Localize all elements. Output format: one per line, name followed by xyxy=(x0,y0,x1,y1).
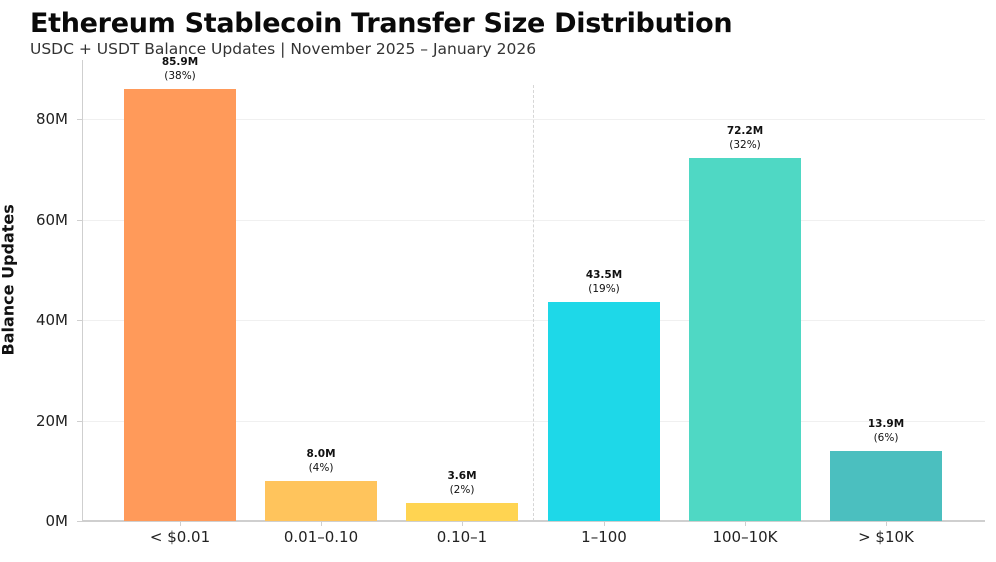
bar-percent: (32%) xyxy=(729,139,761,152)
x-tick-label: 1–100 xyxy=(581,528,627,546)
chart-subtitle: USDC + USDT Balance Updates | November 2… xyxy=(30,40,537,58)
x-tick-label: 0.01–0.10 xyxy=(283,528,359,546)
bar xyxy=(548,302,660,521)
x-tick-label: 100–10K xyxy=(712,528,778,546)
x-axis-line xyxy=(82,520,985,522)
bar-percent: (38%) xyxy=(164,70,196,83)
bar xyxy=(265,480,377,521)
x-tick-mark xyxy=(604,521,605,526)
chart-title: Ethereum Stablecoin Transfer Size Distri… xyxy=(30,8,733,39)
bar xyxy=(830,451,942,521)
bar-value-label: 85.9M (38%) xyxy=(110,55,250,83)
y-tick-label: 0M xyxy=(45,512,69,530)
bar-value: 13.9M xyxy=(867,418,905,431)
y-tick-label: 20M xyxy=(35,411,68,430)
bar-value-label: 43.5M (19%) xyxy=(534,268,674,296)
plot-area: 85.9M (38%) 8.0M (4%) 3.6M (2%) 43.5M (19%) 72.2… xyxy=(77,56,985,522)
y-tick-label: 80M xyxy=(35,110,68,128)
bar xyxy=(689,158,801,521)
x-tick-mark xyxy=(180,521,181,526)
bar xyxy=(124,89,236,521)
bar-percent: (4%) xyxy=(308,461,334,474)
x-tick-mark xyxy=(886,521,887,526)
bar-value-label: 8.0M (4%) xyxy=(251,447,391,475)
y-tick-mark xyxy=(77,320,82,321)
y-tick-mark xyxy=(77,219,82,221)
y-axis-label: Balance Updates xyxy=(0,204,18,356)
bar-value: 85.9M xyxy=(161,56,199,69)
x-tick-mark xyxy=(321,521,322,526)
bar-value-label: 72.2M (32%) xyxy=(675,124,815,152)
bar-value: 72.2M xyxy=(726,125,764,138)
bar-value-label: 3.6M (2%) xyxy=(392,469,532,497)
y-tick-mark xyxy=(77,521,82,522)
bar-percent: (2%) xyxy=(449,483,475,496)
x-tick-mark xyxy=(745,521,746,526)
x-tick-label: < $0.01 xyxy=(149,528,211,546)
bar-value: 3.6M xyxy=(447,469,477,482)
y-tick-label: 40M xyxy=(35,311,68,329)
y-tick-mark xyxy=(77,119,82,120)
y-tick-label: 60M xyxy=(35,210,68,229)
x-tick-label: 0.10–1 xyxy=(436,528,488,546)
bar-percent: (6%) xyxy=(873,432,899,445)
group-divider xyxy=(533,85,534,521)
x-tick-label: > $10K xyxy=(858,528,914,546)
bar xyxy=(406,502,518,521)
bar-value: 8.0M xyxy=(306,447,336,460)
bar-value: 43.5M xyxy=(585,269,623,282)
bar-percent: (19%) xyxy=(588,283,620,296)
bar-value-label: 13.9M (6%) xyxy=(816,417,956,445)
y-tick-mark xyxy=(77,420,82,422)
y-axis-line xyxy=(82,60,83,521)
x-tick-mark xyxy=(462,521,463,526)
